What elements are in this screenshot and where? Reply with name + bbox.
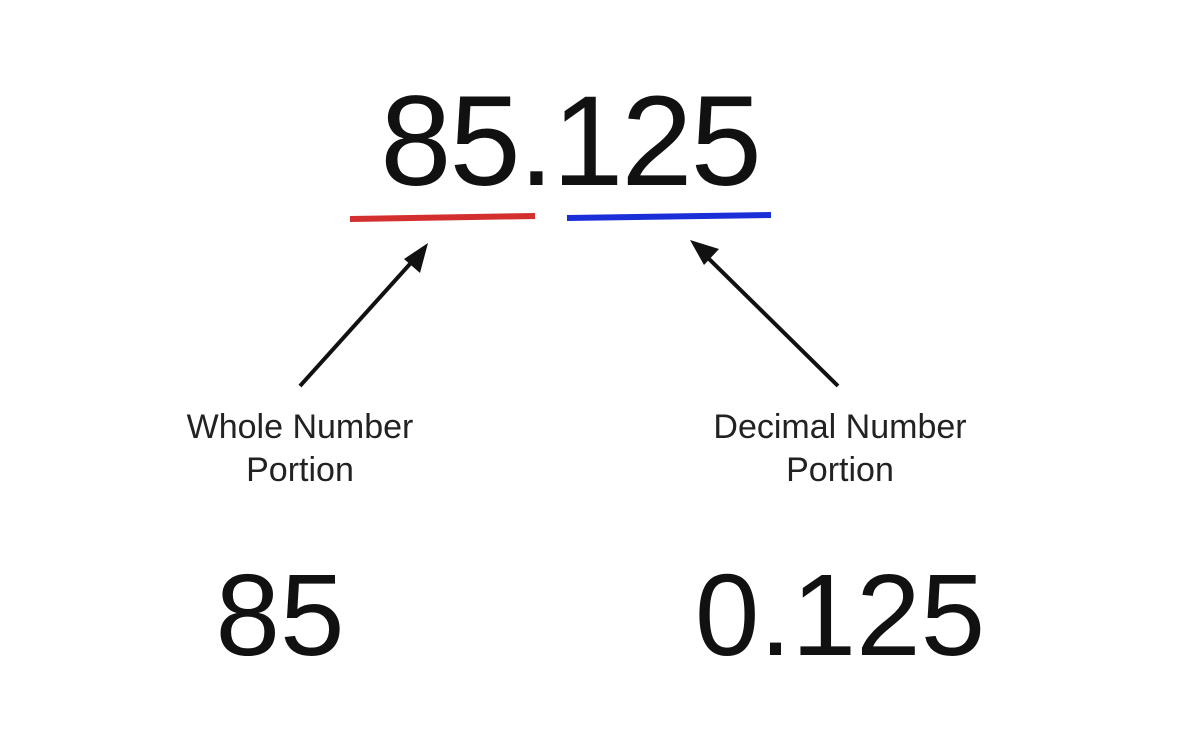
whole-arrow-icon <box>298 243 428 388</box>
whole-number-label: Whole Number Portion <box>150 406 450 492</box>
decimal-number-label: Decimal Number Portion <box>680 406 1000 492</box>
whole-number-label-line1: Whole Number <box>186 408 414 446</box>
full-number: 85.125 <box>380 70 762 213</box>
decimal-number-label-line2: Portion <box>786 451 894 489</box>
whole-number-underline <box>349 213 536 222</box>
decimal-number-underline <box>566 212 772 221</box>
decimal-number-value: 0.125 <box>694 550 986 680</box>
decimal-number-label-line1: Decimal Number <box>713 408 967 446</box>
whole-number-label-line2: Portion <box>246 451 354 489</box>
whole-number-value: 85 <box>215 550 345 680</box>
decimal-arrow-icon <box>690 240 840 388</box>
